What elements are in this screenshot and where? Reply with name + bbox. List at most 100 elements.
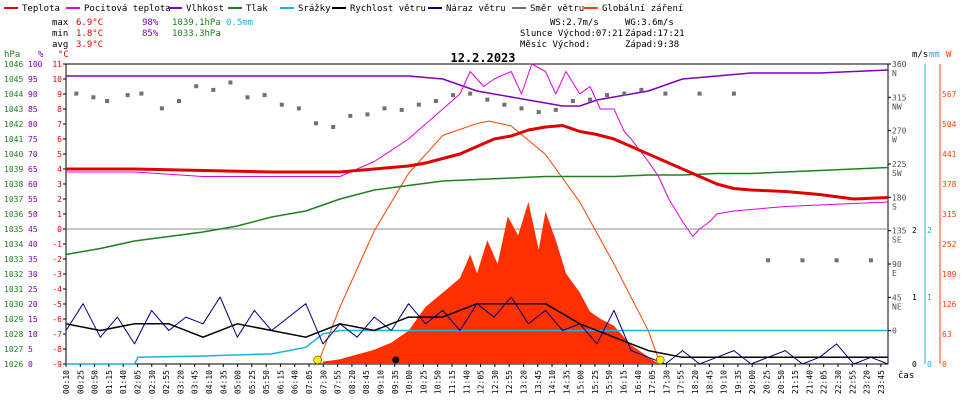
hpa-tick-label: 1028	[4, 330, 23, 339]
chart-title: 12.2.2023	[450, 51, 515, 65]
x-tick-label: 02:05	[134, 370, 143, 394]
hpa-tick-label: 1027	[4, 345, 23, 354]
w-unit-label: W	[946, 50, 952, 60]
sun-set: Západ:17:21	[625, 29, 685, 39]
c-tick-label: -9	[52, 360, 62, 369]
c-tick-label: -6	[52, 315, 62, 324]
x-tick-label: 20:25	[763, 370, 772, 394]
x-tick-label: 19:35	[734, 370, 743, 394]
c-tick-label: 2	[57, 195, 62, 204]
stat-max-temp: 6.9°C	[76, 18, 103, 28]
x-tick-label: 23:45	[877, 370, 886, 394]
ms-unit-label: m/s	[912, 50, 928, 60]
wind-gust-avg: WG:3.6m/s	[625, 18, 674, 28]
x-tick-label: 22:30	[834, 370, 843, 394]
wind-direction-point	[296, 106, 301, 111]
hpa-tick-label: 1029	[4, 315, 23, 324]
c-tick-label: 8	[57, 105, 62, 114]
hpa-tick-label: 1044	[4, 90, 23, 99]
c-tick-label: 7	[57, 120, 62, 129]
c-tick-label: -5	[52, 300, 62, 309]
wind-direction-point	[468, 91, 473, 96]
dir-name-label: NW	[892, 102, 902, 111]
c-tick-label: -4	[52, 285, 62, 294]
wind-direction-point	[502, 102, 507, 107]
hpa-unit-label: hPa	[4, 50, 20, 60]
w-tick-label: 441	[942, 150, 957, 159]
pct-tick-label: 75	[28, 135, 38, 144]
stat-max-press: 1039.1hPa	[172, 18, 221, 28]
wind-direction-point	[262, 93, 267, 98]
wind-direction-point	[159, 106, 164, 111]
wind-direction-point	[697, 91, 702, 96]
x-tick-label: 12:30	[491, 370, 500, 394]
wind-direction-point	[331, 125, 336, 129]
pct-tick-label: 70	[28, 150, 38, 159]
legend-label: Pocitová teplota	[84, 4, 171, 14]
hpa-tick-label: 1045	[4, 75, 23, 84]
x-tick-label: 22:55	[848, 370, 857, 394]
wind-direction-point	[731, 91, 736, 96]
solar-radiation-area	[322, 202, 659, 364]
hpa-tick-label: 1036	[4, 210, 23, 219]
hpa-tick-label: 1046	[4, 60, 23, 69]
w-tick-label: 315	[942, 210, 957, 219]
wind-direction-point	[279, 102, 284, 107]
pct-tick-label: 40	[28, 240, 38, 249]
feels-like-line	[66, 63, 889, 237]
x-tick-label: 17:55	[677, 370, 686, 394]
x-tick-label: 07:30	[319, 370, 328, 394]
wind-direction-point	[553, 107, 558, 112]
wind-speed-line	[65, 302, 888, 359]
wind-direction-point	[570, 99, 575, 103]
hpa-tick-label: 1041	[4, 135, 23, 144]
dir-name-label: N	[892, 69, 897, 78]
pct-tick-label: 60	[28, 180, 38, 189]
wind-direction-point	[451, 93, 455, 98]
w-tick-label: 567	[942, 90, 957, 99]
c-tick-label: 6	[57, 135, 62, 144]
hpa-tick-label: 1039	[4, 165, 23, 174]
sunset-marker	[655, 355, 665, 365]
c-tick-label: 0	[57, 225, 62, 234]
ms-tick-label: 1	[912, 293, 917, 302]
pressure-line	[65, 166, 889, 256]
legend: Teplota Pocitová teplota Vlhkost Tlak Srážky…	[4, 4, 683, 14]
x-tick-label: 05:25	[248, 370, 257, 394]
stats-block: max 6.9°C 98% 1039.1hPa 0.5mm min 1.8°C …	[52, 18, 253, 50]
legend-label: Směr větru	[530, 4, 584, 14]
pct-tick-label: 5	[28, 345, 33, 354]
stat-max-rain: 0.5mm	[226, 18, 253, 28]
hpa-tick-label: 1042	[4, 120, 23, 129]
wind-direction-point	[639, 87, 644, 92]
x-axis-ticks: 00:10 00:25 00:50 01:15 01:40 02:05 02:30 02:55…	[62, 364, 886, 394]
wind-speed-avg: WS:2.7m/s	[550, 18, 599, 28]
dir-tick-label: 180	[892, 193, 907, 202]
wind-direction-point	[139, 91, 144, 96]
pct-tick-label: 80	[28, 120, 38, 129]
legend-label: Srážky	[298, 4, 331, 14]
stat-max-hum: 98%	[142, 18, 159, 28]
hpa-tick-label: 1038	[4, 180, 23, 189]
hpa-tick-label: 1032	[4, 270, 23, 279]
wind-direction-point	[536, 110, 541, 115]
mm-unit-label: mm	[929, 50, 940, 60]
pct-tick-label: 65	[28, 165, 38, 174]
dir-name-label: W	[892, 136, 897, 145]
wind-sun-info: WS:2.7m/s WG:3.6m/s Slunce Východ:07:21 …	[520, 18, 685, 50]
x-tick-label: 20:50	[777, 370, 786, 394]
dir-name-label: NE	[892, 302, 902, 311]
dir-name-label: SE	[892, 236, 902, 245]
dir-tick-label: 45	[892, 293, 902, 302]
wind-direction-point	[91, 95, 96, 100]
x-tick-label: 06:15	[276, 370, 285, 394]
x-tick-label: 08:20	[348, 370, 357, 394]
x-tick-label: 02:30	[148, 370, 157, 394]
dir-tick-label: 360	[892, 60, 907, 69]
wind-direction-point	[177, 99, 181, 103]
x-tick-label: 22:05	[820, 370, 829, 394]
pct-tick-label: 55	[28, 195, 38, 204]
temperature-line	[66, 124, 889, 201]
c-tick-label: -7	[52, 330, 62, 339]
